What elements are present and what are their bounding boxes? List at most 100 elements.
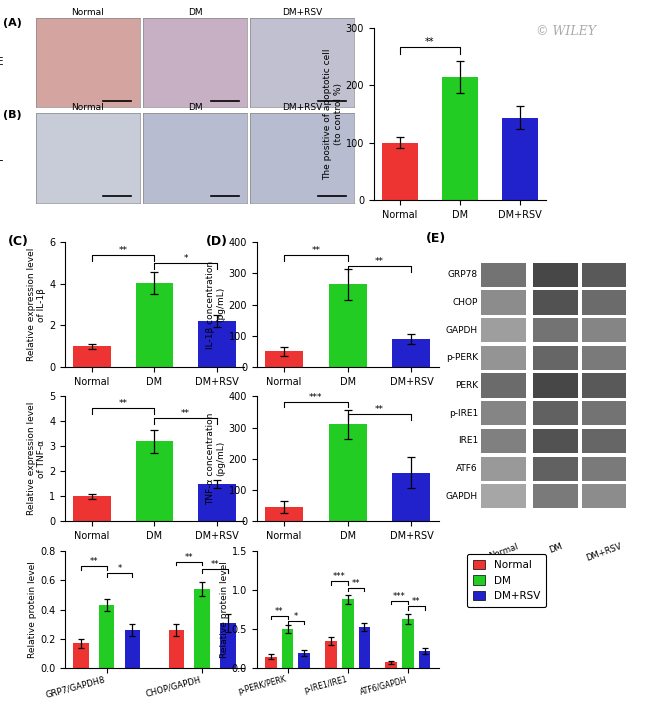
Bar (329, 285, 367, 367)
Bar (265, 657, 277, 669)
Bar (136, 283, 173, 367)
Bar (534, 290, 578, 315)
Bar (582, 456, 626, 481)
Text: IRE1: IRE1 (458, 437, 478, 445)
Text: (E): (E) (426, 233, 447, 245)
Bar (442, 76, 478, 200)
Text: DM: DM (548, 542, 564, 554)
Bar (419, 651, 430, 669)
Bar (582, 374, 626, 397)
Title: DM+RSV: DM+RSV (282, 8, 322, 17)
Text: GAPDH: GAPDH (446, 326, 478, 334)
Bar (582, 290, 626, 315)
Text: *: * (117, 564, 122, 573)
Bar (99, 605, 114, 669)
Text: HE: HE (0, 57, 3, 67)
Bar (73, 346, 110, 367)
Text: GAPDH: GAPDH (446, 492, 478, 501)
Bar (329, 424, 367, 522)
Bar (325, 641, 337, 669)
Text: **: ** (412, 597, 421, 606)
Text: **: ** (352, 578, 360, 587)
Text: **: ** (118, 399, 127, 407)
Title: Normal: Normal (72, 8, 104, 17)
Bar (298, 653, 310, 669)
Title: DM: DM (188, 103, 202, 112)
Bar (359, 627, 370, 669)
Title: DM+RSV: DM+RSV (282, 103, 322, 112)
Bar (220, 622, 235, 669)
Bar (534, 429, 578, 453)
Text: p-PERK: p-PERK (446, 353, 478, 362)
Bar (73, 644, 88, 669)
Bar (582, 346, 626, 370)
Text: CHOP: CHOP (452, 298, 478, 307)
Y-axis label: Relative expression level
of IL-1β: Relative expression level of IL-1β (27, 248, 46, 361)
Bar (534, 456, 578, 481)
Bar (198, 484, 236, 522)
Bar (482, 484, 526, 508)
Bar (393, 473, 430, 522)
Legend: Normal, DM, DM+RSV: Normal, DM, DM+RSV (467, 554, 547, 607)
Text: **: ** (275, 607, 283, 615)
Bar (482, 429, 526, 453)
Y-axis label: IL-1β concentration
(pg/mL): IL-1β concentration (pg/mL) (206, 261, 226, 348)
Bar (534, 263, 578, 287)
Y-axis label: Relative protein level: Relative protein level (220, 561, 229, 658)
Bar (582, 429, 626, 453)
Text: (B): (B) (3, 109, 22, 120)
Text: (D): (D) (206, 235, 228, 247)
Text: *: * (183, 254, 188, 263)
Text: **: ** (181, 409, 190, 418)
Bar (582, 484, 626, 508)
Bar (265, 508, 303, 522)
Bar (582, 263, 626, 287)
Text: **: ** (118, 245, 127, 254)
Bar (385, 662, 397, 669)
Bar (281, 629, 293, 669)
Text: ATF6: ATF6 (456, 464, 478, 473)
Bar (534, 484, 578, 508)
Bar (73, 496, 110, 522)
Text: **: ** (185, 552, 194, 562)
Y-axis label: The positive of apoptotic cell
(to control %): The positive of apoptotic cell (to contr… (323, 48, 343, 179)
Text: ***: *** (333, 572, 346, 581)
Bar (382, 142, 418, 200)
Y-axis label: TNF-α concentration
(pg/mL): TNF-α concentration (pg/mL) (206, 413, 226, 505)
Bar (534, 346, 578, 370)
Bar (582, 318, 626, 342)
Title: DM: DM (188, 8, 202, 17)
Bar (482, 263, 526, 287)
Y-axis label: Relative protein level: Relative protein level (28, 561, 37, 658)
Text: **: ** (425, 37, 434, 47)
Text: **: ** (311, 246, 320, 255)
Bar (482, 318, 526, 342)
Text: **: ** (211, 560, 219, 569)
Text: Normal: Normal (488, 542, 520, 561)
Title: Normal: Normal (72, 103, 104, 112)
Bar (582, 401, 626, 426)
Text: **: ** (90, 557, 98, 566)
Bar (482, 401, 526, 426)
Bar (534, 374, 578, 397)
Bar (393, 339, 430, 367)
Bar (169, 630, 184, 669)
Bar (482, 456, 526, 481)
Text: ***: *** (393, 592, 406, 601)
Bar (198, 321, 236, 367)
Bar (125, 630, 140, 669)
Bar (534, 318, 578, 342)
Text: ***: *** (309, 393, 322, 402)
Bar (194, 589, 210, 669)
Bar (482, 374, 526, 397)
Text: GRP78: GRP78 (448, 271, 478, 279)
Bar (534, 401, 578, 426)
Bar (402, 619, 414, 669)
Text: p-IRE1: p-IRE1 (448, 409, 478, 418)
Text: © WILEY: © WILEY (536, 25, 595, 38)
Text: *: * (294, 611, 298, 620)
Bar (265, 351, 303, 367)
Text: TUNEL: TUNEL (0, 153, 3, 163)
Bar (342, 599, 354, 669)
Text: **: ** (375, 405, 384, 414)
